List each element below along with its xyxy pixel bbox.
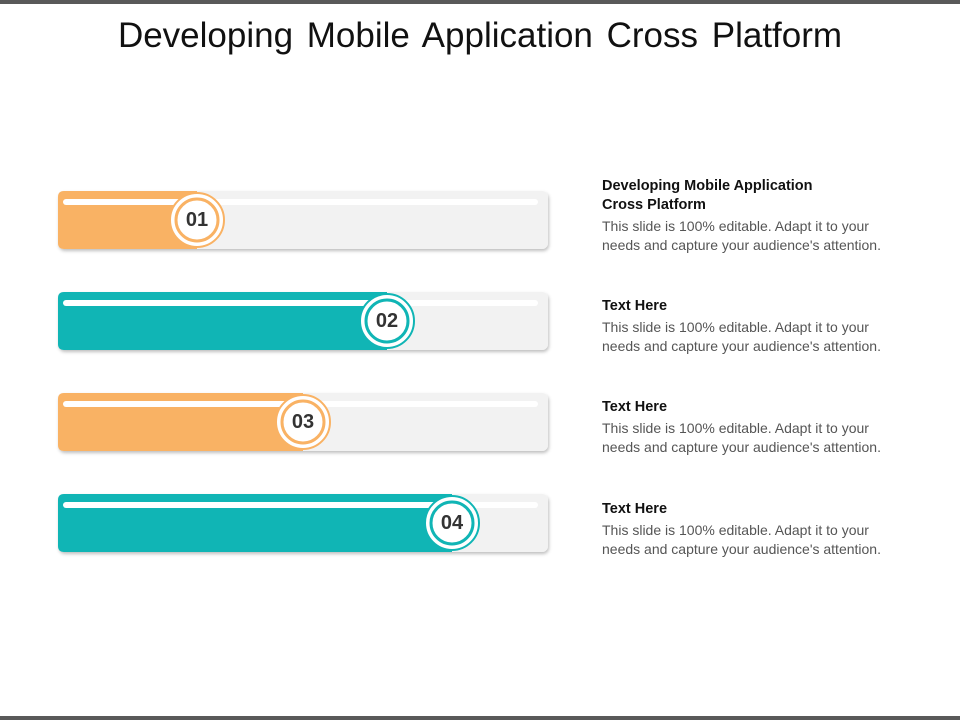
bar-fill	[58, 292, 387, 350]
bar-row: 03	[58, 393, 548, 451]
item-text: This slide is 100% editable. Adapt it to…	[602, 319, 881, 354]
description: Text Here This slide is 100% editable. A…	[602, 297, 902, 355]
item-text: This slide is 100% editable. Adapt it to…	[602, 522, 881, 557]
bar-row: 04	[58, 494, 548, 552]
bar-fill	[58, 494, 452, 552]
bar-fill	[58, 393, 303, 451]
item-heading: Text Here	[602, 501, 668, 517]
bar-fill	[58, 191, 197, 249]
description: Text Here This slide is 100% editable. A…	[602, 398, 902, 456]
number-circle	[280, 399, 326, 445]
item-heading: Text Here	[602, 298, 668, 314]
item-number: 02	[376, 310, 398, 332]
number-circle	[364, 298, 410, 344]
number-circle	[174, 197, 220, 243]
slide-title: Developing Mobile Application Cross Plat…	[117, 16, 843, 55]
item-heading: Developing Mobile Application Cross Plat…	[602, 178, 813, 213]
item-text: This slide is 100% editable. Adapt it to…	[602, 420, 881, 455]
description: Text Here This slide is 100% editable. A…	[602, 500, 902, 558]
bottom-border	[0, 716, 960, 720]
description: Developing Mobile Application Cross Plat…	[602, 177, 902, 254]
number-circle	[429, 500, 475, 546]
item-number: 03	[292, 411, 314, 433]
item-text: This slide is 100% editable. Adapt it to…	[602, 218, 881, 253]
bar-row: 02	[58, 292, 548, 350]
item-heading: Text Here	[602, 399, 668, 415]
bar-row: 01	[58, 191, 548, 249]
item-number: 01	[186, 209, 208, 231]
top-border	[0, 0, 960, 4]
item-number: 04	[441, 512, 464, 534]
